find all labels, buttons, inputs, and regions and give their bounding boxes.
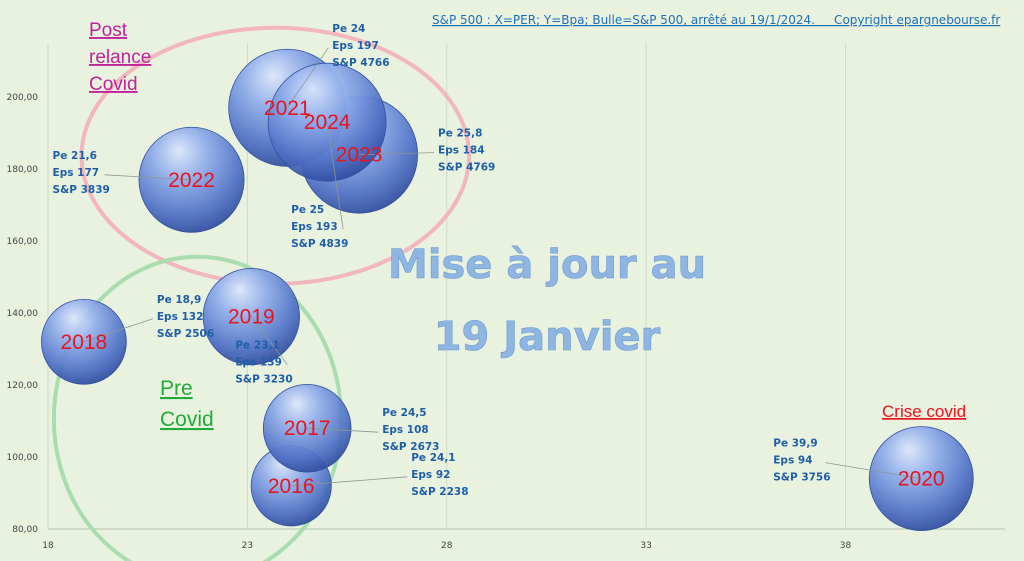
year-label-2016: 2016 (268, 475, 315, 498)
group-labels: Post relance Covid Pre Covid Crise covid (89, 20, 966, 431)
info-label-2022: Pe 21,6 Eps 177 S&P 3839 (53, 150, 110, 196)
info-label-2017: Pe 24,5 Eps 108 S&P 2673 (382, 407, 439, 453)
info-line: S&P 4769 (438, 162, 495, 174)
year-label-2023: 2023 (336, 144, 383, 167)
info-label-2024: Pe 25 Eps 193 S&P 4839 (291, 204, 348, 250)
bubble-2020 (868, 426, 974, 531)
group-label-line: Crise covid (882, 402, 966, 421)
info-line: Eps 184 (438, 145, 485, 157)
leader-lines (83, 47, 922, 487)
info-line: S&P 4839 (291, 238, 348, 250)
x-tick-label: 38 (840, 541, 852, 551)
info-line: S&P 3230 (235, 374, 292, 386)
leader-line-2022 (104, 174, 192, 181)
info-line: Eps 139 (235, 357, 282, 369)
group-label-line: Covid (160, 408, 214, 431)
info-label-2018: Pe 18,9 Eps 132 S&P 2506 (157, 294, 214, 340)
leader-line-2017 (307, 427, 379, 433)
info-label-2023: Pe 25,8 Eps 184 S&P 4769 (438, 128, 495, 174)
year-label-2017: 2017 (284, 417, 331, 440)
leader-line-2018 (83, 318, 154, 343)
x-tick-label: 33 (640, 541, 651, 551)
info-label-2016: Pe 24,1 Eps 92 S&P 2238 (411, 452, 468, 498)
y-tick-label: 140,00 (7, 309, 39, 319)
x-tick-label: 23 (242, 541, 253, 551)
info-line: Pe 24 (332, 23, 365, 35)
info-line: S&P 4766 (332, 57, 389, 69)
info-line: Eps 108 (382, 424, 429, 436)
info-label-2019: Pe 23,1 Eps 139 S&P 3230 (235, 340, 292, 386)
year-label-2024: 2024 (304, 111, 351, 134)
y-tick-label: 120,00 (7, 381, 39, 391)
info-line: Eps 132 (157, 311, 204, 323)
info-line: Eps 197 (332, 40, 379, 52)
info-line: S&P 3839 (53, 184, 110, 196)
leader-line-2019 (251, 316, 288, 365)
chart-header: S&P 500 : X=PER; Y=Bpa; Bulle=S&P 500, a… (432, 13, 1000, 27)
info-line: Eps 177 (53, 167, 100, 179)
info-line: S&P 2673 (382, 441, 439, 453)
leader-line-2021 (286, 47, 329, 109)
info-line: Eps 94 (773, 455, 812, 467)
y-tick-label: 100,00 (7, 453, 39, 463)
info-line: Pe 39,9 (773, 438, 817, 450)
leader-line-2016 (291, 476, 408, 487)
year-label-2018: 2018 (61, 331, 108, 354)
info-label-2020: Pe 39,9 Eps 94 S&P 3756 (773, 438, 830, 484)
y-tick-label: 180,00 (7, 165, 39, 175)
leader-line-2020 (825, 462, 922, 479)
year-label-2020: 2020 (898, 468, 945, 491)
info-line: S&P 2238 (411, 486, 468, 498)
info-line: Pe 24,1 (411, 452, 455, 464)
info-labels: Pe 24,1 Eps 92 S&P 2238 Pe 24,5 Eps 108 S&P 2… (53, 23, 831, 498)
group-label-line: Covid (89, 74, 138, 95)
info-line: Pe 25 (291, 204, 324, 216)
year-label-2021: 2021 (264, 97, 311, 120)
overlay-line-2: 19 Janvier (434, 314, 661, 360)
group-label-line: Post (89, 20, 128, 41)
year-label-2019: 2019 (228, 306, 275, 329)
x-tick-label: 18 (42, 541, 54, 551)
info-line: Pe 25,8 (438, 128, 482, 140)
info-line: Pe 21,6 (53, 150, 97, 162)
info-line: Pe 23,1 (235, 340, 279, 352)
y-tick-label: 160,00 (7, 237, 39, 247)
group-label-line: Pre (160, 377, 193, 400)
info-line: Eps 92 (411, 469, 450, 481)
info-line: S&P 3756 (773, 472, 830, 484)
info-line: Eps 193 (291, 221, 338, 233)
info-line: S&P 2506 (157, 328, 214, 340)
leader-line-2023 (359, 152, 435, 155)
info-line: Pe 18,9 (157, 294, 201, 306)
y-tick-label: 200,00 (7, 93, 39, 103)
y-tick-label: 80,00 (12, 525, 38, 535)
info-line: Pe 24,5 (382, 407, 426, 419)
year-label-2022: 2022 (168, 169, 215, 192)
info-label-2021: Pe 24 Eps 197 S&P 4766 (332, 23, 389, 69)
tick-labels: 18 23 28 33 38 80,00 100,00 120,00 140,00 160,00 1… (7, 93, 852, 551)
x-tick-label: 28 (441, 541, 453, 551)
overlay-line-1: Mise à jour au (388, 242, 706, 288)
group-label-line: relance (89, 47, 151, 68)
leader-line-2024 (326, 122, 344, 230)
